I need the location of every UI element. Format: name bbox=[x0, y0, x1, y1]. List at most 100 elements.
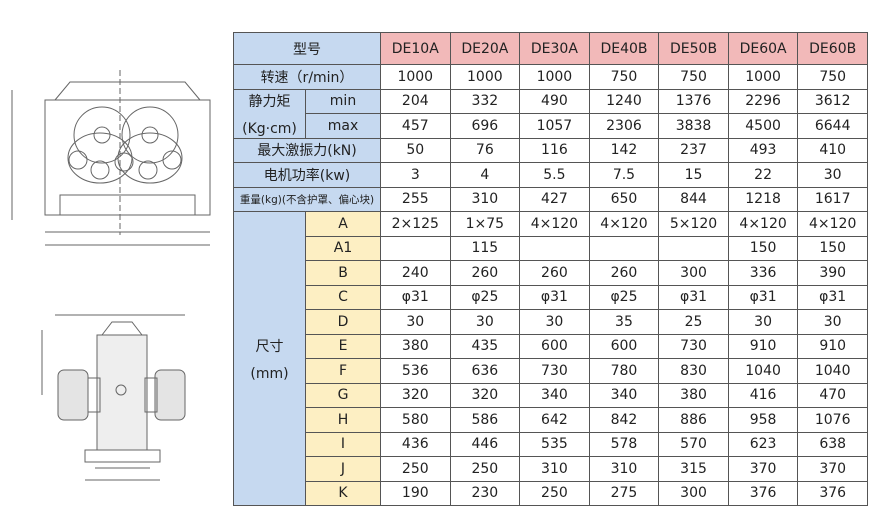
value-cell: 376 bbox=[727, 480, 799, 506]
value-cell: 310 bbox=[588, 456, 660, 482]
value-cell: 30 bbox=[380, 309, 451, 335]
value-cell: 1240 bbox=[588, 88, 660, 114]
sub-label: K bbox=[305, 480, 381, 506]
value-cell: φ25 bbox=[449, 284, 521, 310]
value-cell: 5×120 bbox=[658, 211, 729, 237]
technical-drawings bbox=[11, 70, 211, 481]
label-line: (mm) bbox=[250, 365, 289, 382]
value-cell: 1000 bbox=[380, 64, 451, 90]
table-row: B 240 260 260 260 300 336 390 bbox=[234, 260, 868, 286]
value-cell: 320 bbox=[449, 382, 521, 408]
value-cell: 250 bbox=[380, 456, 451, 482]
table-row: 转速（r/min） 1000 1000 1000 750 750 1000 750 bbox=[233, 64, 868, 90]
value-cell: 636 bbox=[449, 358, 521, 384]
value-cell: 250 bbox=[449, 456, 521, 482]
value-cell: 260 bbox=[519, 260, 590, 286]
sub-label: H bbox=[305, 407, 381, 433]
value-cell: 457 bbox=[380, 113, 451, 139]
value-cell: 240 bbox=[380, 260, 451, 286]
sub-label: I bbox=[305, 431, 381, 457]
value-cell: 436 bbox=[380, 431, 451, 457]
value-cell: 22 bbox=[727, 162, 799, 188]
value-cell: 493 bbox=[727, 137, 799, 163]
model-header: DE10A bbox=[380, 32, 451, 65]
value-cell: 300 bbox=[658, 260, 729, 286]
value-cell: 1057 bbox=[519, 113, 590, 139]
model-header: DE60B bbox=[797, 32, 868, 65]
value-cell: 910 bbox=[797, 333, 868, 359]
value-cell: 2306 bbox=[588, 113, 660, 139]
value-cell: 470 bbox=[797, 382, 868, 408]
value-cell: 275 bbox=[588, 480, 660, 506]
sub-label: C bbox=[305, 284, 381, 310]
value-cell: 150 bbox=[797, 235, 868, 261]
value-cell: 3 bbox=[380, 162, 451, 188]
label-line: (Kg·cm) bbox=[242, 120, 297, 137]
value-cell: 416 bbox=[727, 382, 799, 408]
value-cell: 586 bbox=[449, 407, 521, 433]
value-cell bbox=[519, 235, 590, 261]
value-cell: φ31 bbox=[658, 284, 729, 310]
model-header: DE30A bbox=[519, 32, 590, 65]
value-cell: 116 bbox=[519, 137, 590, 163]
value-cell: 204 bbox=[380, 88, 451, 114]
value-cell: 830 bbox=[658, 358, 729, 384]
value-cell: 30 bbox=[449, 309, 521, 335]
value-cell: 35 bbox=[588, 309, 660, 335]
value-cell bbox=[588, 235, 660, 261]
value-cell: 623 bbox=[727, 431, 799, 457]
value-cell: 310 bbox=[449, 186, 521, 212]
sub-label: max bbox=[305, 113, 381, 139]
value-cell: 4×120 bbox=[797, 211, 868, 237]
row-label: 最大激振力(kN) bbox=[233, 137, 381, 163]
table-row: I 436 446 535 578 570 623 638 bbox=[234, 431, 868, 457]
value-cell: 536 bbox=[380, 358, 451, 384]
top-view-drawing bbox=[11, 70, 211, 246]
value-cell: 435 bbox=[449, 333, 521, 359]
value-cell: 30 bbox=[519, 309, 590, 335]
value-cell: 336 bbox=[727, 260, 799, 286]
value-cell: 230 bbox=[449, 480, 521, 506]
value-cell: 1000 bbox=[519, 64, 590, 90]
label-line: 尺寸 bbox=[255, 338, 284, 355]
value-cell: 4 bbox=[449, 162, 521, 188]
value-cell: 427 bbox=[519, 186, 590, 212]
table-row: 最大激振力(kN) 50 76 116 142 237 493 410 bbox=[233, 137, 868, 163]
value-cell: 2296 bbox=[727, 88, 799, 114]
table-row: F 536 636 730 780 830 1040 1040 bbox=[234, 358, 868, 384]
value-cell: 310 bbox=[519, 456, 590, 482]
value-cell: 780 bbox=[588, 358, 660, 384]
value-cell: 15 bbox=[658, 162, 729, 188]
value-cell: 3612 bbox=[797, 88, 868, 114]
value-cell: φ25 bbox=[588, 284, 660, 310]
value-cell: 1617 bbox=[797, 186, 868, 212]
value-cell: 260 bbox=[588, 260, 660, 286]
value-cell: 376 bbox=[797, 480, 868, 506]
sub-label: F bbox=[305, 358, 381, 384]
value-cell: 4500 bbox=[727, 113, 799, 139]
sub-label: min bbox=[305, 88, 381, 114]
model-header: DE60A bbox=[727, 32, 799, 65]
value-cell: 750 bbox=[658, 64, 729, 90]
value-cell: 300 bbox=[658, 480, 729, 506]
value-cell: 250 bbox=[519, 480, 590, 506]
value-cell: 50 bbox=[380, 137, 451, 163]
value-cell: 730 bbox=[519, 358, 590, 384]
value-cell: 7.5 bbox=[588, 162, 660, 188]
value-cell: 30 bbox=[797, 309, 868, 335]
value-cell bbox=[380, 235, 451, 261]
row-label: 电机功率(kw) bbox=[233, 162, 381, 188]
value-cell: 844 bbox=[658, 186, 729, 212]
table-row: H 580 586 642 842 886 958 1076 bbox=[234, 407, 868, 433]
value-cell: 1040 bbox=[797, 358, 868, 384]
value-cell: 578 bbox=[588, 431, 660, 457]
model-header: DE20A bbox=[449, 32, 521, 65]
value-cell: 1000 bbox=[449, 64, 521, 90]
header-label: 型号 bbox=[233, 32, 381, 65]
value-cell: 370 bbox=[797, 456, 868, 482]
value-cell: 750 bbox=[797, 64, 868, 90]
table-row: 电机功率(kw) 3 4 5.5 7.5 15 22 30 bbox=[233, 162, 868, 188]
group-label: 尺寸 (mm) bbox=[233, 211, 306, 506]
value-cell: 4×120 bbox=[519, 211, 590, 237]
sub-label: D bbox=[305, 309, 381, 335]
